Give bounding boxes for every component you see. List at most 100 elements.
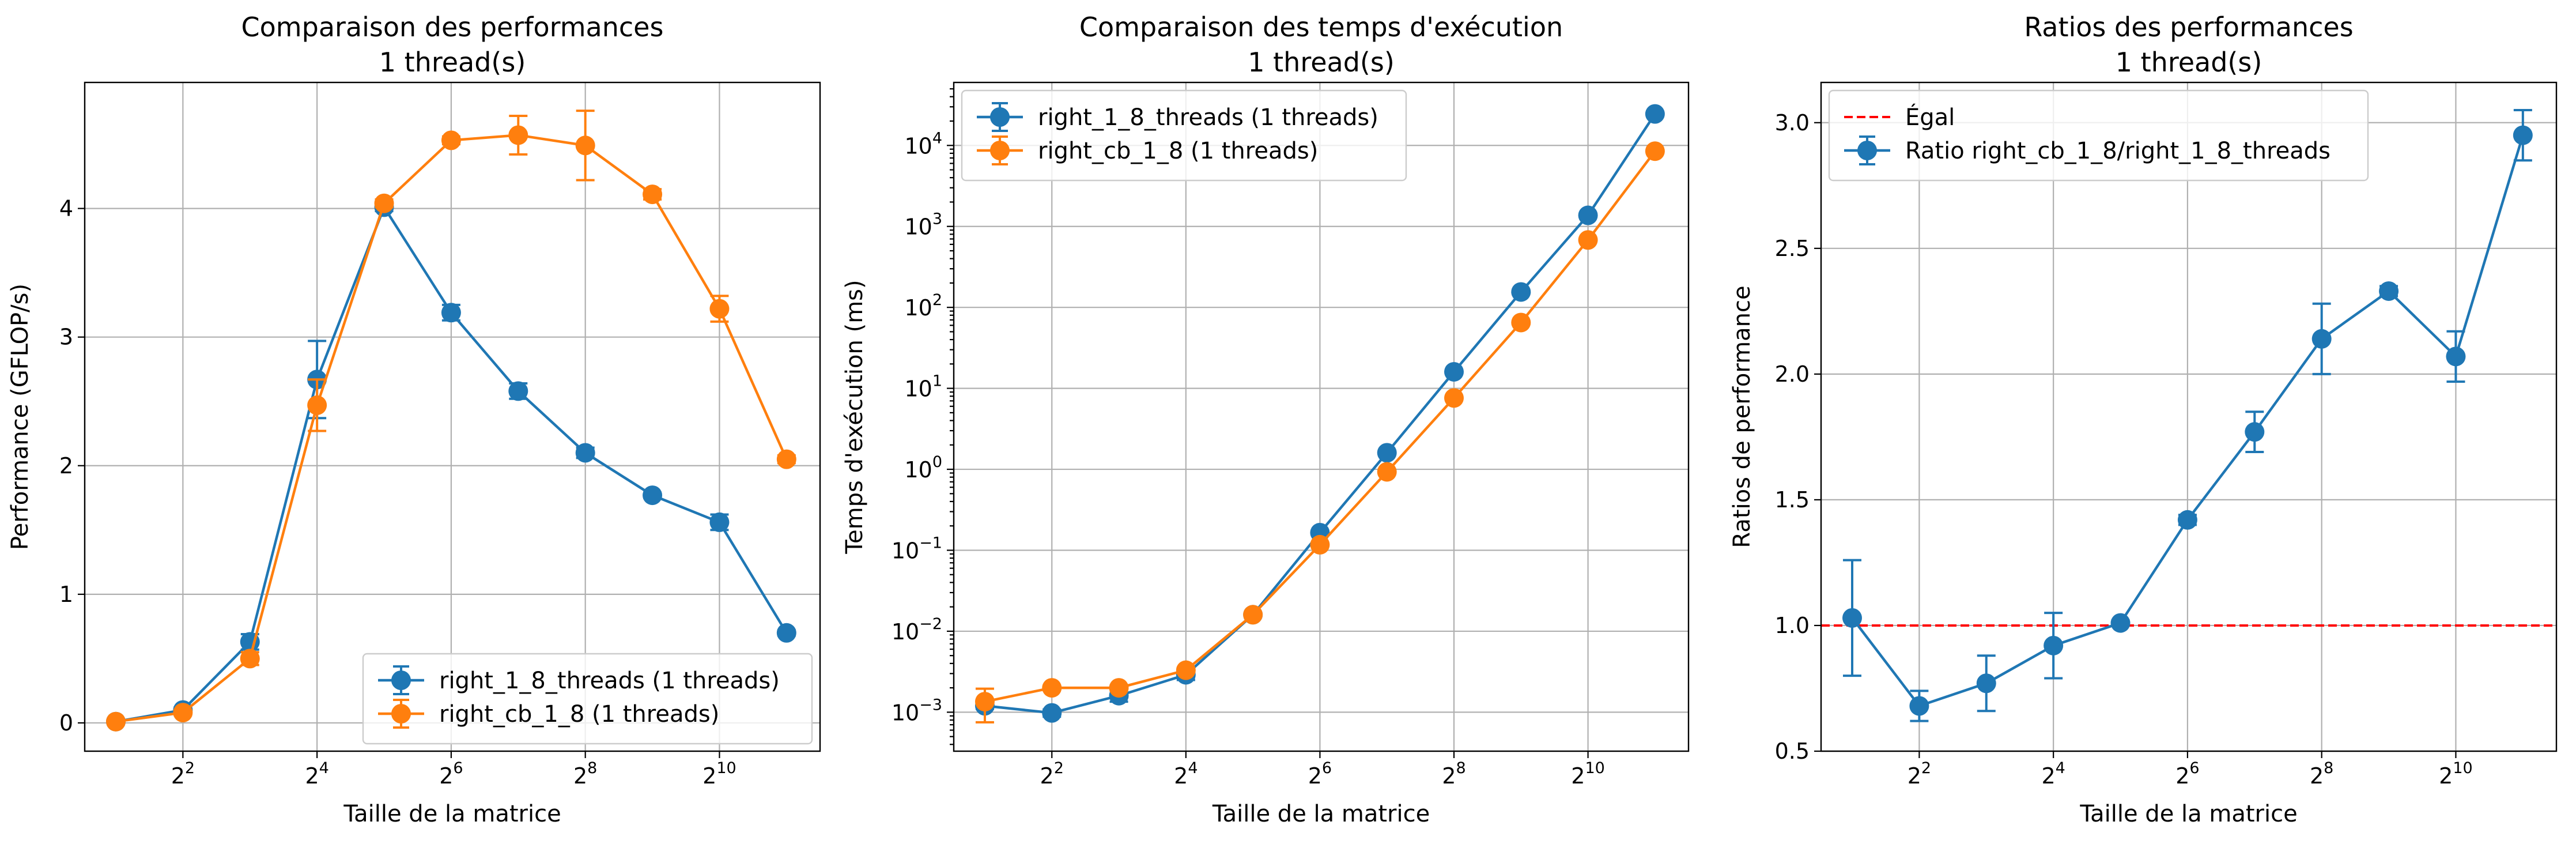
y-tick-label-exponent: 1	[932, 372, 942, 390]
data-point	[709, 512, 730, 532]
x-tick-label: 24	[305, 759, 328, 789]
y-tick-label-exponent: −1	[919, 534, 942, 552]
data-point	[643, 184, 663, 205]
chart-title: Comparaison des temps d'exécution	[1079, 12, 1563, 43]
y-tick-label: 2.5	[1775, 236, 1810, 261]
y-tick-label-base: 10	[892, 619, 919, 645]
x-tick-label-base: 2	[1308, 763, 1322, 789]
chart-subtitle: 1 thread(s)	[379, 47, 526, 78]
data-point	[2513, 125, 2533, 145]
x-tick-label: 210	[2439, 759, 2473, 789]
y-tick-label: 3.0	[1775, 110, 1810, 135]
data-point	[1109, 678, 1129, 698]
x-tick-label: 22	[171, 759, 195, 789]
x-tick-label: 26	[439, 759, 463, 789]
x-tick-label-base: 2	[702, 763, 716, 789]
legend-handle-marker	[391, 670, 411, 690]
legend-label: Ratio right_cb_1_8/right_1_8_threads	[1905, 138, 2331, 164]
x-tick-label-base: 2	[2041, 763, 2055, 789]
y-tick-label: 4	[59, 196, 73, 221]
data-point	[1511, 312, 1531, 333]
x-tick-label-base: 2	[1442, 763, 1456, 789]
y-tick-label: 100	[904, 453, 942, 483]
y-tick-label: 10−2	[892, 615, 942, 645]
data-point	[1042, 678, 1062, 698]
x-tick-label-exponent: 8	[587, 759, 597, 777]
x-tick-label: 28	[573, 759, 597, 789]
x-tick-label-base: 2	[1571, 763, 1585, 789]
y-tick-label-base: 10	[904, 376, 932, 402]
data-point	[1444, 388, 1464, 408]
axes-frame	[953, 81, 1690, 752]
data-point	[2044, 635, 2064, 655]
y-tick-label-base: 10	[892, 700, 919, 725]
legend-frame	[362, 653, 813, 745]
legend-label: right_1_8_threads (1 threads)	[1038, 104, 1378, 131]
data-point	[105, 711, 126, 732]
x-tick-label-base: 2	[2310, 763, 2324, 789]
y-tick-label: 2.0	[1775, 361, 1810, 387]
data-point	[1645, 104, 1665, 124]
y-tick-label: 102	[904, 291, 942, 321]
legend-label: right_1_8_threads (1 threads)	[439, 668, 780, 694]
legend-label: Égal	[1905, 103, 1955, 131]
data-point	[1511, 282, 1531, 302]
legend-handle-marker	[391, 704, 411, 724]
y-tick-label-base: 10	[904, 457, 932, 483]
data-point	[2245, 422, 2265, 442]
data-point	[1042, 703, 1062, 723]
x-axis-label: Taille de la matrice	[2079, 801, 2297, 827]
x-tick-label: 22	[1040, 759, 1064, 789]
axes-frame	[84, 81, 821, 752]
x-tick-label: 24	[1174, 759, 1198, 789]
data-point	[575, 135, 595, 156]
y-tick-label: 0	[59, 710, 73, 736]
data-point	[2110, 613, 2131, 633]
y-axis-label: Ratios de performance	[1729, 285, 1755, 548]
y-tick-label: 103	[904, 210, 942, 240]
y-tick-label-exponent: 2	[932, 291, 942, 309]
data-point	[709, 299, 730, 319]
x-tick-label-exponent: 2	[1054, 759, 1064, 777]
legend-frame	[1828, 89, 2369, 182]
x-tick-label-exponent: 10	[716, 759, 736, 777]
legend-label: right_cb_1_8 (1 threads)	[1038, 138, 1318, 164]
data-point	[240, 649, 260, 669]
data-point	[508, 125, 528, 145]
data-point	[1310, 534, 1330, 555]
series-2	[105, 110, 796, 732]
data-point	[1909, 696, 1929, 716]
y-tick-label-exponent: 3	[932, 210, 942, 228]
x-tick-label: 210	[1571, 759, 1605, 789]
data-point	[776, 623, 796, 643]
legend-frame	[961, 89, 1407, 182]
x-tick-label-exponent: 6	[453, 759, 463, 777]
x-tick-label-exponent: 2	[185, 759, 195, 777]
data-point	[173, 703, 193, 723]
x-tick-label: 22	[1908, 759, 1931, 789]
x-tick-label-exponent: 8	[2324, 759, 2333, 777]
data-point	[575, 443, 595, 463]
x-tick-label-base: 2	[1040, 763, 1054, 789]
x-tick-label: 26	[2175, 759, 2199, 789]
chart-title: Comparaison des performances	[241, 12, 664, 43]
chart-panel-2: 22 24 26 28 21010−310−210−1100101102103104Co…	[841, 12, 1690, 827]
y-tick-label: 1	[59, 582, 73, 607]
y-tick-label: 1.5	[1775, 487, 1810, 513]
data-point	[1444, 361, 1464, 382]
y-tick-label: 0.5	[1775, 738, 1810, 764]
data-point	[1645, 141, 1665, 161]
series-2	[975, 141, 1665, 724]
x-tick-label-exponent: 10	[2453, 759, 2472, 777]
data-point	[1377, 462, 1397, 482]
data-point	[441, 130, 461, 150]
x-tick-label-exponent: 4	[1188, 759, 1198, 777]
data-point	[2379, 281, 2399, 301]
y-tick-label-base: 10	[892, 538, 919, 563]
y-axis-label: Temps d'exécution (ms)	[841, 280, 868, 554]
data-point	[508, 381, 528, 401]
y-tick-label: 3	[59, 325, 73, 350]
x-tick-label: 28	[1442, 759, 1465, 789]
